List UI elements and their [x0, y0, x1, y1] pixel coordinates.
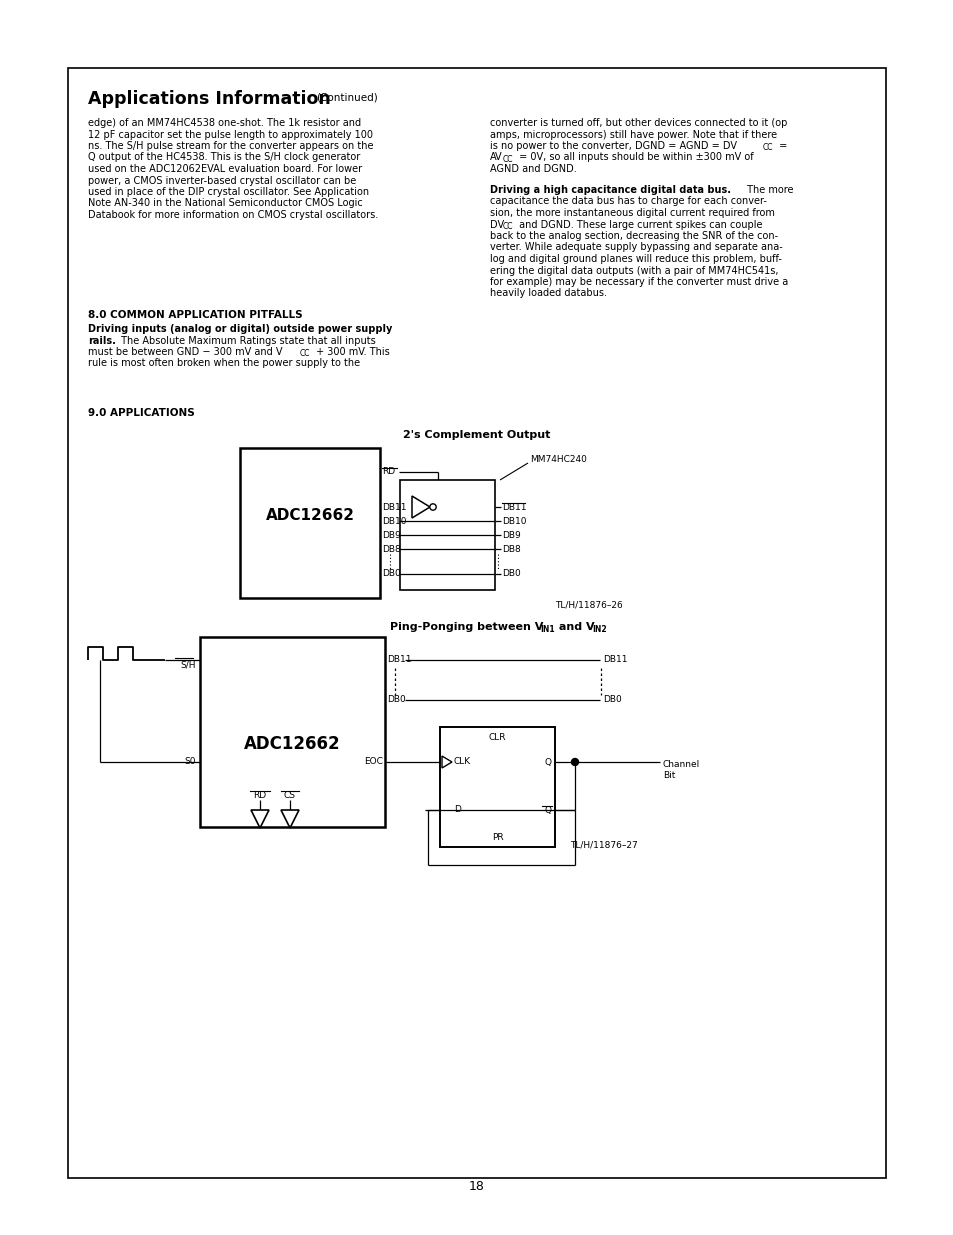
Text: IN2: IN2: [592, 625, 606, 634]
Text: amps, microprocessors) still have power. Note that if there: amps, microprocessors) still have power.…: [490, 130, 777, 140]
Text: = 0V, so all inputs should be within ±300 mV of: = 0V, so all inputs should be within ±30…: [516, 152, 753, 163]
Text: DB0: DB0: [501, 569, 520, 578]
Text: CC: CC: [502, 222, 513, 231]
Text: RD: RD: [381, 468, 395, 477]
Text: Channel: Channel: [662, 760, 700, 769]
Bar: [439, 727, 555, 847]
Text: 18: 18: [469, 1179, 484, 1193]
Text: ADC12662: ADC12662: [265, 508, 355, 522]
Text: edge) of an MM74HC4538 one-shot. The 1k resistor and: edge) of an MM74HC4538 one-shot. The 1k …: [88, 119, 361, 128]
Text: The Absolute Maximum Ratings state that all inputs: The Absolute Maximum Ratings state that …: [118, 336, 375, 346]
Text: power, a CMOS inverter-based crystal oscillator can be: power, a CMOS inverter-based crystal osc…: [88, 175, 355, 185]
Text: + 300 mV. This: + 300 mV. This: [313, 347, 390, 357]
Text: ering the digital data outputs (with a pair of MM74HC541s,: ering the digital data outputs (with a p…: [490, 266, 778, 275]
Text: 9.0 APPLICATIONS: 9.0 APPLICATIONS: [88, 408, 194, 417]
Text: Q output of the HC4538. This is the S/H clock generator: Q output of the HC4538. This is the S/H …: [88, 152, 360, 163]
Text: Applications Information: Applications Information: [88, 90, 331, 107]
Text: rule is most often broken when the power supply to the: rule is most often broken when the power…: [88, 358, 359, 368]
Text: 12 pF capacitor set the pulse length to approximately 100: 12 pF capacitor set the pulse length to …: [88, 130, 373, 140]
Text: Driving inputs (analog or digital) outside power supply: Driving inputs (analog or digital) outsi…: [88, 324, 392, 333]
Polygon shape: [441, 756, 452, 768]
Text: (Continued): (Continued): [315, 93, 377, 103]
Text: DB8: DB8: [501, 545, 520, 553]
Text: Driving a high capacitance digital data bus.: Driving a high capacitance digital data …: [490, 185, 730, 195]
Text: IN1: IN1: [539, 625, 554, 634]
Text: DB10: DB10: [381, 516, 406, 526]
Text: DB11: DB11: [501, 503, 526, 511]
Text: CLR: CLR: [488, 734, 506, 742]
Text: Q: Q: [544, 757, 552, 767]
Circle shape: [571, 758, 578, 766]
Text: AV: AV: [490, 152, 502, 163]
Text: must be between GND − 300 mV and V: must be between GND − 300 mV and V: [88, 347, 282, 357]
Text: DB11: DB11: [387, 656, 411, 664]
Text: The more: The more: [743, 185, 793, 195]
Text: S/H: S/H: [180, 661, 195, 671]
Text: DB8: DB8: [381, 545, 400, 553]
Text: CLK: CLK: [454, 757, 471, 767]
Text: TL/H/11876–27: TL/H/11876–27: [569, 840, 638, 848]
Text: DB11: DB11: [381, 503, 406, 511]
Text: D: D: [454, 805, 460, 815]
Circle shape: [430, 504, 436, 510]
Text: ADC12662: ADC12662: [244, 735, 340, 753]
Bar: [68, 68, 885, 1178]
Text: Q: Q: [544, 805, 552, 815]
Text: DB0: DB0: [602, 695, 621, 704]
Text: used in place of the DIP crystal oscillator. See Application: used in place of the DIP crystal oscilla…: [88, 186, 369, 198]
Text: used on the ADC12062EVAL evaluation board. For lower: used on the ADC12062EVAL evaluation boar…: [88, 164, 362, 174]
Polygon shape: [281, 810, 298, 827]
Text: RD: RD: [253, 790, 266, 799]
Bar: [399, 480, 495, 590]
Text: 8.0 COMMON APPLICATION PITFALLS: 8.0 COMMON APPLICATION PITFALLS: [88, 310, 302, 320]
Text: CC: CC: [502, 156, 513, 164]
Text: CC: CC: [299, 350, 310, 358]
Polygon shape: [412, 496, 430, 517]
Text: is no power to the converter, DGND = AGND = DV: is no power to the converter, DGND = AGN…: [490, 141, 737, 151]
Text: sion, the more instantaneous digital current required from: sion, the more instantaneous digital cur…: [490, 207, 774, 219]
Text: Note AN-340 in the National Semiconductor CMOS Logic: Note AN-340 in the National Semiconducto…: [88, 199, 362, 209]
Text: PR: PR: [491, 832, 503, 842]
Text: CC: CC: [762, 143, 773, 152]
Text: capacitance the data bus has to charge for each conver-: capacitance the data bus has to charge f…: [490, 196, 766, 206]
Bar: [200, 637, 385, 827]
Text: DB0: DB0: [387, 695, 405, 704]
Text: DB11: DB11: [602, 656, 627, 664]
Text: EOC: EOC: [364, 757, 382, 767]
Text: AGND and DGND.: AGND and DGND.: [490, 164, 577, 174]
Text: heavily loaded databus.: heavily loaded databus.: [490, 289, 606, 299]
Text: ns. The S/H pulse stream for the converter appears on the: ns. The S/H pulse stream for the convert…: [88, 141, 374, 151]
Text: DB9: DB9: [501, 531, 520, 540]
Text: back to the analog section, decreasing the SNR of the con-: back to the analog section, decreasing t…: [490, 231, 778, 241]
Text: DB10: DB10: [501, 516, 526, 526]
Text: Databook for more information on CMOS crystal oscillators.: Databook for more information on CMOS cr…: [88, 210, 377, 220]
Text: 2's Complement Output: 2's Complement Output: [403, 430, 550, 440]
Text: log and digital ground planes will reduce this problem, buff-: log and digital ground planes will reduc…: [490, 254, 781, 264]
Text: MM74HC240: MM74HC240: [530, 454, 586, 464]
Text: and DGND. These large current spikes can couple: and DGND. These large current spikes can…: [516, 220, 761, 230]
Text: TL/H/11876–26: TL/H/11876–26: [555, 600, 622, 609]
Text: CS: CS: [284, 790, 295, 799]
Text: rails.: rails.: [88, 336, 115, 346]
Text: DB0: DB0: [381, 569, 400, 578]
Bar: [240, 448, 379, 598]
Text: converter is turned off, but other devices connected to it (op: converter is turned off, but other devic…: [490, 119, 786, 128]
Text: S0: S0: [184, 757, 195, 767]
Polygon shape: [251, 810, 269, 827]
Text: Bit: Bit: [662, 771, 675, 781]
Text: Ping-Ponging between V: Ping-Ponging between V: [390, 622, 543, 632]
Text: and V: and V: [555, 622, 594, 632]
Text: DB9: DB9: [381, 531, 400, 540]
Text: DV: DV: [490, 220, 503, 230]
Text: verter. While adequate supply bypassing and separate ana-: verter. While adequate supply bypassing …: [490, 242, 781, 252]
Text: =: =: [775, 141, 786, 151]
Text: for example) may be necessary if the converter must drive a: for example) may be necessary if the con…: [490, 277, 787, 287]
